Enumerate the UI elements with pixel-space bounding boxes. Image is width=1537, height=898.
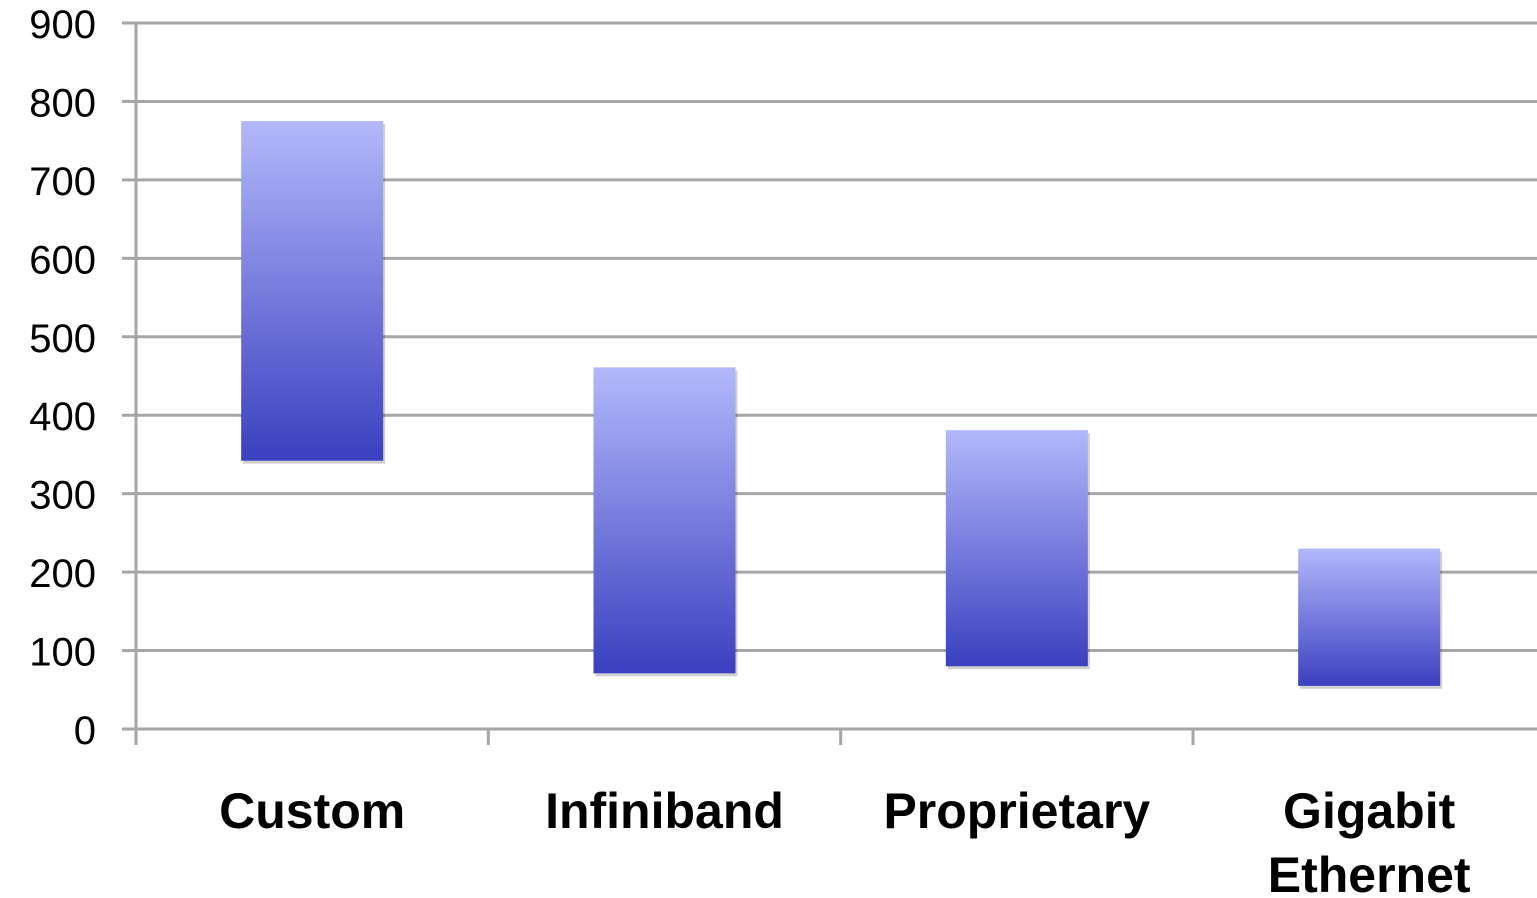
bar-infiniband	[593, 367, 736, 674]
y-tick-label: 900	[29, 3, 96, 47]
bar-gigabit-ethernet	[1298, 548, 1441, 686]
bars	[241, 121, 1443, 689]
x-category-label: Proprietary	[883, 783, 1150, 839]
x-category-label: Infiniband	[545, 783, 784, 839]
y-tick-label: 300	[29, 474, 96, 518]
y-tick-label: 0	[74, 709, 96, 753]
y-tick-label: 200	[29, 552, 96, 596]
y-tick-label: 500	[29, 317, 96, 361]
bar-custom	[241, 121, 384, 461]
x-axis-category-labels: Custom Infiniband Proprietary Gigabit Ethern…	[219, 783, 1471, 898]
y-tick-label: 600	[29, 238, 96, 282]
x-category-label: Custom	[219, 783, 405, 839]
y-axis-tick-labels: 0 100 200 300 400 500 600 700 800 900	[29, 3, 96, 753]
x-category-label: Gigabit	[1283, 783, 1456, 839]
bar-proprietary	[945, 430, 1088, 667]
y-tick-label: 800	[29, 81, 96, 125]
axes	[122, 21, 1195, 745]
y-tick-label: 400	[29, 395, 96, 439]
y-tick-label: 100	[29, 631, 96, 675]
y-tick-label: 700	[29, 160, 96, 204]
x-category-label: Ethernet	[1268, 847, 1471, 898]
